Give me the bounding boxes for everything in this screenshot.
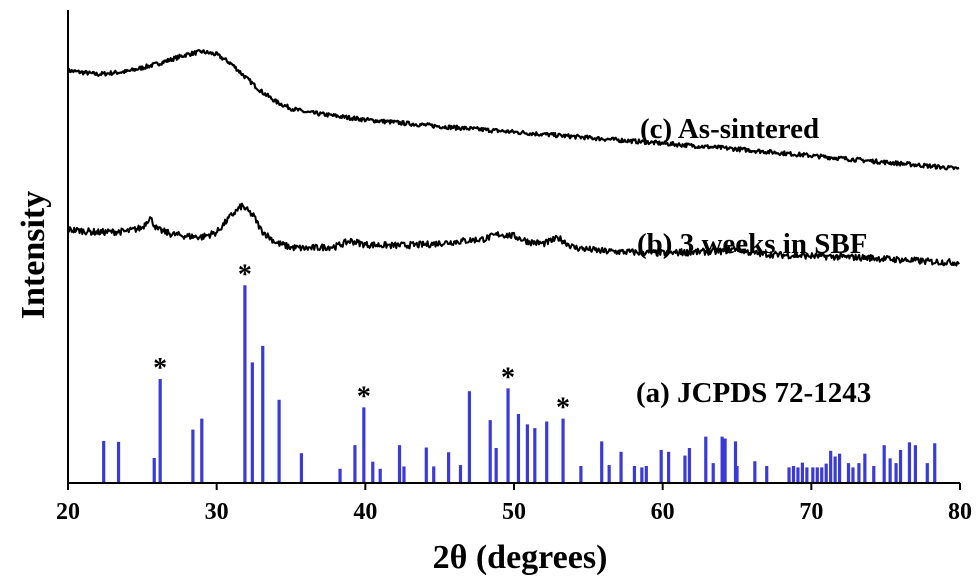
series-label-jcpds: (a) JCPDS 72-1243 (636, 377, 871, 409)
x-tick-label: 80 (948, 499, 972, 525)
peak-marker: * (501, 362, 515, 393)
peak-marker: * (556, 393, 570, 424)
x-tick-labels: 20 30 40 50 60 70 80 (56, 483, 972, 525)
y-axis-label: Intensity (15, 191, 52, 319)
x-axis-label: 2θ (degrees) (433, 539, 608, 576)
x-tick-label: 70 (799, 499, 823, 525)
x-tick-label: 40 (353, 499, 377, 525)
series-label-as-sintered: (c) As-sintered (640, 113, 819, 145)
peak-marker: * (153, 353, 167, 384)
peak-marker: * (357, 381, 371, 412)
x-tick-label: 60 (651, 499, 675, 525)
series-line-as-sintered (68, 50, 959, 169)
x-tick-label: 50 (502, 499, 526, 525)
series-label-3-weeks-sbf: (b) 3 weeks in SBF (637, 228, 867, 260)
peak-marker: * (238, 259, 252, 290)
x-tick-label: 30 (205, 499, 229, 525)
x-tick-label: 20 (56, 499, 80, 525)
